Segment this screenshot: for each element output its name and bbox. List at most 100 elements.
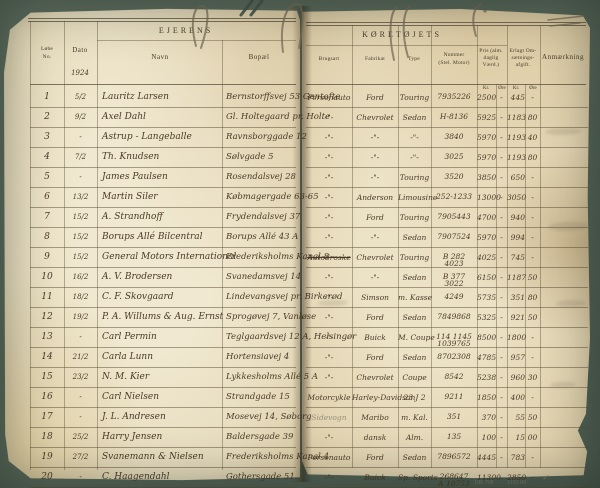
cell-tax-kr: 957 (510, 353, 525, 362)
rule (306, 22, 586, 23)
cell-owner-address: Ravnsborggade 12 (226, 131, 307, 142)
cell-tax-kr: 1193 (507, 153, 527, 162)
cell-tax-ore: - (531, 333, 534, 342)
cell-price-kr: 11300 (477, 473, 501, 482)
cell-tax-ore: - (531, 213, 534, 222)
cell-row-number: 2 (44, 111, 50, 122)
cell-date: 13/2 (72, 193, 89, 201)
column-header-price-line3: Værd.) (482, 62, 500, 68)
subheader-price-kr: Kr. (482, 86, 490, 91)
cell-make: Ford (366, 353, 384, 362)
cell-type: Sedan (402, 113, 427, 122)
rule (507, 25, 508, 468)
cell-usage: Personauto (307, 93, 351, 102)
cell-chassis-number: 3520 (444, 172, 464, 181)
cell-date: - (79, 173, 82, 181)
cell-date: 21/2 (72, 353, 89, 361)
cell-price-kr: 4785 (477, 353, 497, 362)
cell-tax-ore: - (531, 253, 534, 262)
cell-price-kr: 5970 (477, 233, 497, 242)
cell-usage: Personauto (307, 453, 351, 462)
cell-owner-address: Teglgaardsvej 12 A, Helsingør (226, 331, 357, 342)
cell-tax-pencil-note: 1150 00 (507, 480, 527, 486)
ledger-row-right: -"- Buick M. Coupe 114 1145 1039765 8500… (306, 328, 588, 348)
column-header-usage: Brugsart (318, 56, 340, 62)
ledger-row-left: 12 19/2 P. A. Willums & Aug. Ernst Sprog… (30, 308, 316, 328)
cell-chassis-number: 3840 (444, 132, 464, 141)
subheader-tax-ore: Øre (529, 86, 537, 91)
ledger-row-right: Autodroske Chevrolet Touring B 282 4023 … (306, 248, 588, 268)
cell-price-kr: 6150 (477, 273, 497, 282)
cell-tax-kr: 960 (510, 373, 525, 382)
cell-usage: -"- (324, 133, 334, 142)
cell-tax-ore: - (531, 393, 534, 402)
cell-price-ore: - (500, 373, 503, 382)
cell-tax-kr: 400 (510, 393, 525, 402)
cell-tax-ore: 50 (527, 313, 538, 322)
cell-tax-ore: - (531, 173, 534, 182)
cell-owner-name: C. F. Skovgaard (102, 291, 174, 302)
column-header-no-line1: Løbe (40, 46, 54, 52)
vehicle-entries-table: Personauto Ford Touring 7935226 2500 - 4… (306, 88, 588, 488)
cell-tax-ore: - (531, 193, 534, 202)
cell-chassis-number: 4249 (444, 292, 464, 301)
cell-price-ore: - (500, 393, 503, 402)
cell-make: Chevrolet (356, 373, 394, 382)
cell-row-number: 3 (44, 131, 50, 142)
rule (431, 25, 432, 468)
cell-row-number: 16 (41, 391, 53, 402)
cell-usage: -"- (324, 213, 334, 222)
cell-usage: -"- (324, 333, 334, 342)
ledger-row-left: 11 18/2 C. F. Skovgaard Lindevangsvej pr… (30, 288, 342, 308)
cell-owner-address: Hortensiavej 4 (226, 351, 290, 362)
cell-price-ore: - (500, 353, 503, 362)
ledger-row-left: 10 16/2 A. V. Brodersen Svanedamsvej 14 (30, 268, 301, 288)
cell-tax-ore: 80 (527, 153, 538, 162)
cell-row-number: 17 (41, 411, 53, 422)
cell-make: Chevrolet (356, 113, 394, 122)
cell-owner-name: Borups Allé Bilcentral (102, 231, 203, 242)
cell-chassis-number: 9211 (444, 392, 464, 401)
column-header-number-line2: (Stel. Motor) (438, 60, 470, 66)
ledger-row-right: -"- Anderson Limousine 252-1233 13000 - … (306, 188, 588, 208)
cell-usage: -"- (324, 113, 334, 122)
cell-price-kr: 13000 (477, 193, 501, 202)
cell-tax-ore: 80 (527, 113, 538, 122)
cell-price-kr: 370 (481, 413, 496, 422)
cell-type: -"- (410, 153, 419, 162)
ledger-row-left: 6 13/2 Martin Siler Købmagergade 63-65 (30, 188, 319, 208)
cell-owner-address: Baldersgade 39 (226, 431, 294, 442)
cell-date: 18/2 (72, 293, 89, 301)
ledger-row-right: -"- Buick Sp. Sports 268647 A 10753 1130… (306, 468, 588, 488)
cell-price-ore: - (500, 333, 503, 342)
cell-make: -"- (370, 173, 380, 182)
rule (525, 84, 526, 468)
cell-owner-name: Carl Permin (102, 331, 157, 342)
owner-entries-table: 1 5/2 Lauritz Larsen Bernstorffsvej 53 G… (30, 88, 356, 488)
cell-usage: Autodroske (307, 253, 351, 262)
ledger-row-right: Motorcykle Harley-Davidson 23 J 2 9211 1… (306, 388, 588, 408)
cell-owner-name: A. Strandhoff (102, 211, 163, 222)
ledger-page-right (302, 8, 590, 479)
rule (30, 21, 31, 470)
cell-price-ore: - (500, 113, 503, 122)
column-header-remark: Anmærkning (542, 53, 584, 61)
cell-row-number: 11 (41, 291, 53, 302)
cell-owner-address: Mosevej 14, Søborg (226, 411, 312, 422)
rule (28, 18, 296, 19)
cell-owner-address: Lykkesholms Allé 5 A (226, 371, 318, 382)
rule (540, 25, 541, 468)
ledger-row-left: 7 15/2 A. Strandhoff Frydendalsvej 37 (30, 208, 300, 228)
ledger-row-right: Personauto Ford Touring 7935226 2500 - 4… (306, 88, 588, 108)
cell-owner-name: C. Haagendahl (102, 471, 170, 482)
cell-owner-address: Bernstorffsvej 53 Gentofte (226, 91, 341, 102)
cell-tax-ore: - (531, 453, 534, 462)
cell-type: Sedan (402, 313, 427, 322)
column-header-price-line1: Pris (alm. (479, 48, 503, 54)
cell-row-number: 5 (44, 171, 50, 182)
ledger-row-right: -"- -"- Touring 3520 3850 - 650 - (306, 168, 588, 188)
cell-date: 9/2 (74, 113, 87, 121)
cell-tax-ore: - (531, 353, 534, 362)
cell-tax-ore: 40 (527, 133, 538, 142)
